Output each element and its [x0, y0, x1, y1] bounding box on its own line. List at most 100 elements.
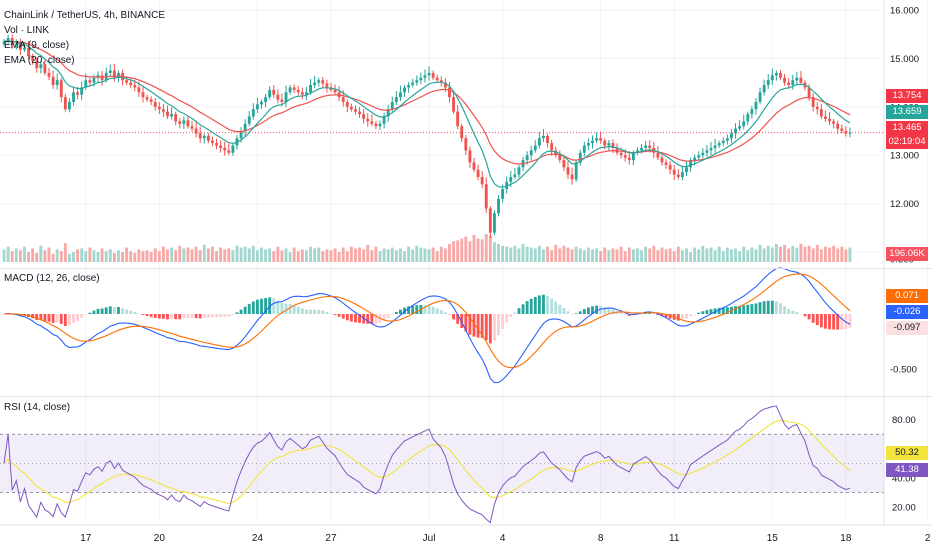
candle-body [448, 87, 451, 98]
candle-body [664, 162, 668, 165]
macd-histogram-bar [701, 311, 705, 314]
macd-histogram-bar [141, 314, 145, 315]
candle-body [182, 120, 186, 124]
candle-body [713, 145, 717, 148]
candle-body [390, 101, 394, 110]
candle-body [672, 169, 676, 175]
last-price-tag: 13.465 [886, 121, 928, 135]
volume-bar [423, 248, 427, 262]
volume-bar [578, 248, 582, 262]
candle-body [730, 133, 733, 139]
volume-bar [783, 244, 787, 262]
volume-bar [492, 242, 496, 262]
volume-bar [80, 248, 84, 262]
candle-body [354, 109, 357, 112]
macd-histogram-bar [51, 314, 55, 323]
volume-bar [754, 249, 758, 262]
candle-body [313, 82, 317, 86]
volume-bar [284, 248, 288, 262]
ema20-legend[interactable]: EMA (20, close) [4, 55, 75, 66]
candle-body [349, 106, 353, 110]
volume-bar [828, 247, 831, 262]
candle-body [537, 138, 541, 146]
volume-bar [542, 249, 545, 262]
macd-histogram-bar [260, 298, 263, 314]
macd-histogram-bar [680, 314, 684, 321]
volume-bar [672, 251, 676, 262]
macd-histogram-bar [264, 298, 268, 314]
volume-bar [746, 250, 750, 262]
volume-bar [243, 246, 247, 262]
candle-body [394, 97, 398, 102]
macd-legend[interactable]: MACD (12, 26, close) [4, 273, 100, 284]
macd-histogram-bar [382, 314, 386, 321]
ema-lines [0, 40, 884, 188]
macd-histogram-bar [505, 314, 509, 323]
candle-body [554, 150, 558, 156]
volume-bar [268, 248, 272, 262]
volume-bar [300, 249, 304, 262]
macd-histogram-bar [448, 314, 451, 316]
macd-histogram-bar [108, 306, 112, 314]
macd-histogram-bar [607, 308, 611, 314]
volume-bar [685, 248, 688, 262]
volume-bar [795, 247, 799, 262]
volume-bar [104, 251, 108, 262]
candle-body [533, 145, 537, 151]
volume-bar [149, 252, 153, 262]
macd-histogram-bar [497, 314, 500, 336]
candle-body [791, 80, 795, 86]
macd-histogram-bar [43, 314, 47, 322]
macd-histogram-bar [815, 314, 819, 326]
candle-body [709, 147, 713, 151]
candle-body [742, 121, 746, 127]
volume-bar [431, 247, 435, 262]
volume-bar [88, 247, 92, 262]
candle-body [758, 92, 762, 102]
candle-body [799, 77, 803, 83]
macd-histogram-bar [39, 314, 43, 321]
pane-divider-macd[interactable] [0, 268, 932, 269]
macd-histogram-bar [529, 298, 533, 314]
candle-body [431, 72, 435, 78]
macd-histogram-bar [255, 299, 259, 314]
volume-bar [141, 251, 145, 262]
candle-body [284, 92, 288, 102]
macd-histogram-bar [660, 314, 664, 317]
macd-histogram-bar [832, 314, 836, 330]
candle-body [480, 176, 484, 185]
rsi-legend[interactable]: RSI (14, close) [4, 402, 71, 413]
candle-body [198, 133, 202, 139]
volume-bar [329, 250, 333, 262]
macd-histogram-bar [374, 314, 378, 324]
volume-bar [488, 235, 492, 262]
candle-body [423, 75, 427, 78]
macd-histogram-bar [615, 311, 619, 314]
candle-body [550, 143, 554, 151]
volume-bar [14, 248, 18, 262]
volume-bar [840, 246, 844, 262]
candle-body [542, 135, 545, 139]
ema9-legend[interactable]: EMA (9, close) [4, 40, 70, 51]
ema20-line [3, 40, 851, 165]
macd-histogram-bar [129, 310, 133, 314]
macd-histogram-bar [345, 314, 349, 321]
volume-bar [607, 250, 611, 262]
macd-histogram-bar [112, 307, 116, 314]
macd-histogram-bar [456, 314, 460, 324]
candle-body [239, 131, 243, 139]
volume-bar [255, 250, 259, 262]
macd-histogram-bar [206, 314, 210, 318]
volume-bar [272, 251, 276, 262]
volume-bar [848, 247, 852, 262]
volume-bar [513, 245, 517, 262]
macd-pane [2, 267, 852, 384]
macd-histogram-bar [611, 309, 615, 314]
pane-divider-rsi[interactable] [0, 396, 932, 397]
macd-histogram-bar [595, 305, 599, 314]
macd-histogram-bar [664, 314, 668, 318]
volume-bar [734, 248, 737, 262]
volume-bar [211, 246, 214, 262]
macd-histogram-bar [415, 305, 419, 314]
